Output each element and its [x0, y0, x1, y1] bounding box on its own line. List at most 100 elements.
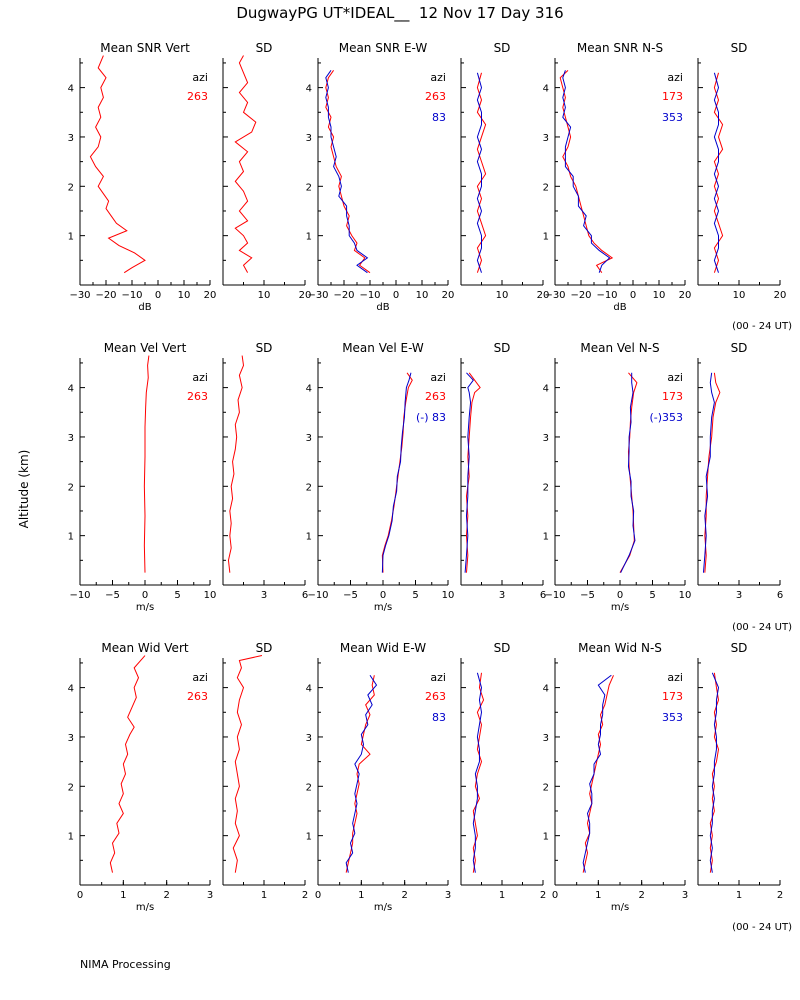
panel-mean-wid-vert: Mean Wid Vert 0 1 2 3 m/s 1 2 3 4 azi 263	[68, 641, 214, 913]
series-line-353	[562, 70, 611, 273]
panel-sd-snr-ew: SD 10 20	[460, 41, 549, 301]
panel-mean-vel-vert: Mean Vel Vert −10 −5 0 5 10 m/s 1 2 3 4 azi 263	[68, 341, 217, 613]
y-tick-label: 3	[68, 133, 74, 144]
x-tick-label: 1	[595, 890, 601, 901]
y-tick-label: 2	[68, 482, 74, 493]
legend-header: azi	[192, 71, 208, 84]
legend-entry: 353	[662, 711, 683, 724]
panel-mean-snr-vert: Mean SNR Vert −30 −20 −10 0 10 20 dB 1 2 3 4 azi 263	[68, 41, 217, 313]
panel-mean-vel-ns: Mean Vel N-S −10 −5 0 5 10 m/s 1 2 3 4 azi 173 (-)353	[543, 341, 692, 613]
x-tick-label: 3	[445, 890, 451, 901]
panel-title: SD	[731, 641, 748, 655]
x-tick-label: 5	[412, 590, 418, 601]
series-line-263	[143, 355, 150, 573]
y-tick-label: 3	[306, 733, 312, 744]
x-tick-label: 20	[774, 290, 787, 301]
y-tick-label: 3	[543, 733, 549, 744]
series-line-353	[702, 372, 715, 573]
panel-title: Mean Vel E-W	[342, 341, 424, 355]
x-tick-label: 10	[258, 290, 271, 301]
legend-entry: 83	[432, 711, 446, 724]
x-axis-label: dB	[376, 302, 389, 313]
panel-title: SD	[256, 641, 273, 655]
x-tick-label: −10	[69, 590, 90, 601]
series-line-173	[559, 69, 614, 273]
x-tick-label: 5	[649, 590, 655, 601]
series-line-353	[582, 674, 612, 873]
x-tick-label: 20	[442, 290, 455, 301]
y-tick-label: 2	[543, 482, 549, 493]
x-tick-label: 0	[380, 590, 386, 601]
legend-entry: 263	[425, 90, 446, 103]
panel-title: SD	[494, 41, 511, 55]
y-tick-label: 4	[306, 384, 312, 395]
panel-sd-vel-vert: SD 3 6	[222, 341, 308, 601]
panel-sd-snr-vert: SD 10 20	[222, 41, 311, 301]
x-tick-label: 0	[630, 290, 636, 301]
panel-title: Mean Wid Vert	[101, 641, 188, 655]
legend-header: azi	[192, 671, 208, 684]
x-axis-label: m/s	[136, 902, 154, 913]
y-tick-label: 1	[68, 832, 74, 843]
x-tick-label: 2	[638, 890, 644, 901]
x-axis-label: m/s	[611, 602, 629, 613]
legend-header: azi	[430, 671, 446, 684]
series-line-263	[234, 55, 257, 273]
x-tick-label: 0	[617, 590, 623, 601]
x-tick-label: 3	[736, 590, 742, 601]
panel-sd-wid-ns: SD 1 2	[697, 641, 783, 901]
panel-sd-wid-vert: SD 1 2	[222, 641, 308, 901]
legend-header: azi	[667, 371, 683, 384]
series-line-263	[476, 72, 487, 273]
y-tick-label: 1	[306, 832, 312, 843]
x-tick-label: 2	[302, 890, 308, 901]
x-tick-label: 6	[302, 590, 308, 601]
x-tick-label: 10	[733, 290, 746, 301]
x-tick-label: 10	[496, 290, 509, 301]
x-axis-label: m/s	[611, 902, 629, 913]
x-axis-label: dB	[138, 302, 151, 313]
series-line-263	[109, 655, 146, 873]
legend-entry: (-)353	[649, 411, 683, 424]
legend-header: azi	[430, 371, 446, 384]
x-tick-label: −5	[105, 590, 120, 601]
x-tick-label: 3	[261, 590, 267, 601]
y-tick-label: 4	[543, 384, 549, 395]
panel-title: Mean Wid E-W	[340, 641, 426, 655]
x-tick-label: −10	[121, 290, 142, 301]
x-tick-label: 5	[174, 590, 180, 601]
y-tick-label: 3	[543, 133, 549, 144]
legend-header: azi	[192, 371, 208, 384]
panel-mean-vel-ew: Mean Vel E-W −10 −5 0 5 10 m/s 1 2 3 4 azi 263 (-) 83	[306, 341, 455, 613]
x-tick-label: −10	[544, 590, 565, 601]
panel-title: SD	[494, 341, 511, 355]
legend-entry: 263	[187, 90, 208, 103]
panel-mean-snr-ns: Mean SNR N-S −30 −20 −10 0 10 20 dB 1 2 3 4 azi 173 35…	[543, 41, 692, 313]
x-tick-label: 1	[358, 890, 364, 901]
x-axis-label: m/s	[136, 602, 154, 613]
panel-title: Mean Vel N-S	[580, 341, 659, 355]
y-tick-label: 3	[68, 433, 74, 444]
y-tick-label: 1	[543, 232, 549, 243]
y-tick-label: 1	[68, 232, 74, 243]
legend-entry: 263	[425, 390, 446, 403]
series-line-263	[325, 70, 371, 274]
x-axis-label: dB	[613, 302, 626, 313]
time-range-label: (00 - 24 UT)	[732, 922, 792, 933]
series-line-353	[709, 672, 720, 873]
legend-entry: 353	[662, 111, 683, 124]
legend-entry: (-) 83	[416, 411, 446, 424]
panel-title: Mean SNR N-S	[577, 41, 663, 55]
legend-entry: 263	[187, 690, 208, 703]
x-tick-label: −10	[359, 290, 380, 301]
panel-sd-snr-ns: SD 10 20	[697, 41, 787, 301]
panel-title: Mean Vel Vert	[104, 341, 187, 355]
legend-entry: 173	[662, 90, 683, 103]
x-tick-label: −20	[95, 290, 116, 301]
series-line-263	[227, 355, 245, 573]
series-line-83	[476, 72, 483, 273]
y-tick-label: 2	[306, 782, 312, 793]
series-line-263	[345, 675, 375, 873]
x-tick-label: 10	[204, 590, 217, 601]
